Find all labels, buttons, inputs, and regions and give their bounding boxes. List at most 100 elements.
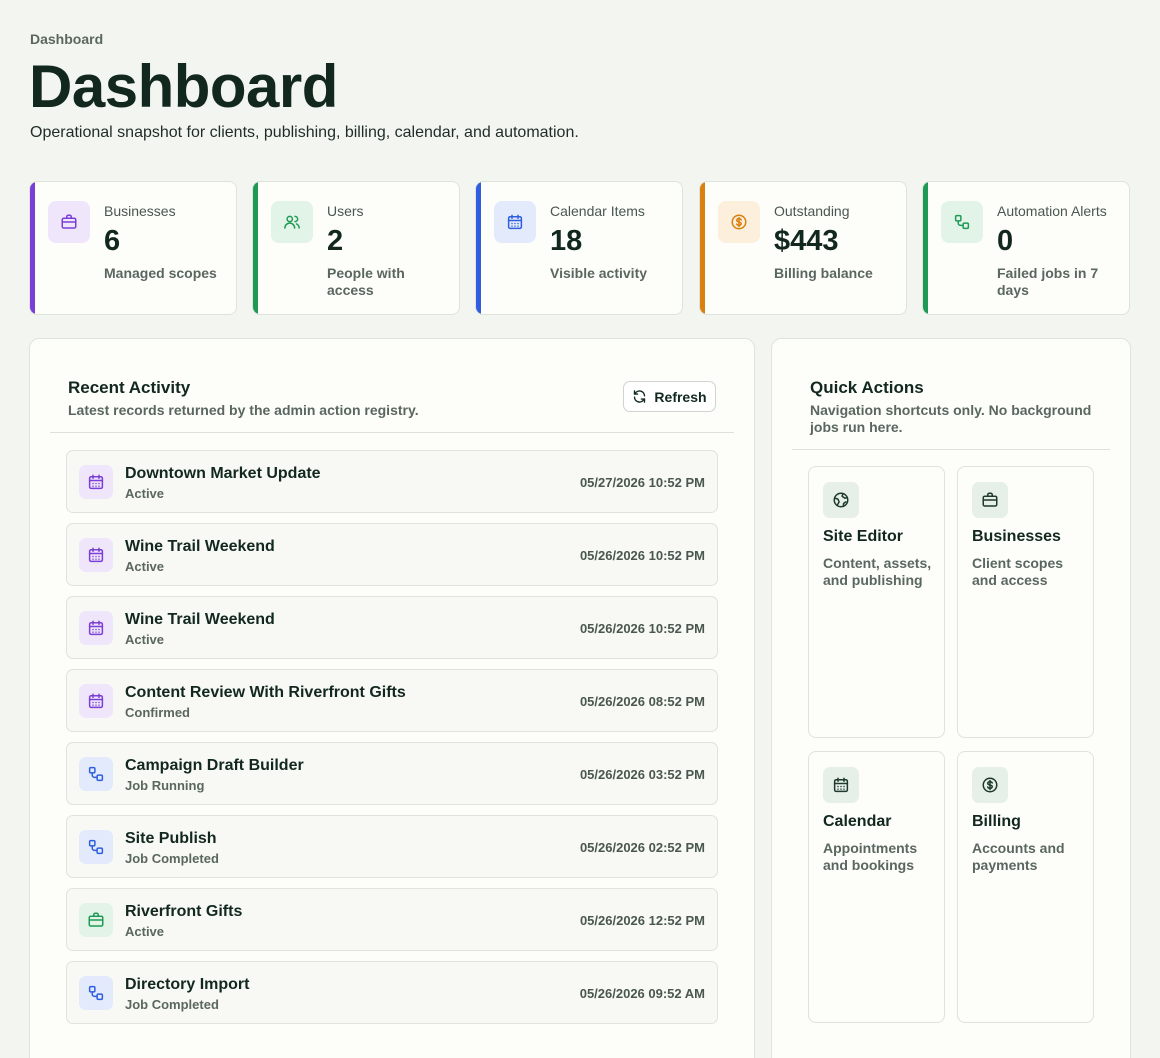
quick-action-title: Site Editor: [823, 528, 904, 545]
recent-activity-panel: Recent Activity Latest records returned …: [29, 338, 755, 1058]
stat-value: 0: [997, 225, 1014, 257]
activity-title: Riverfront Gifts: [125, 903, 243, 920]
quick-actions-subtitle: Navigation shortcuts only. No background…: [810, 402, 1092, 435]
stat-description: Managed scopes: [104, 265, 217, 281]
stat-card-calendar-items: Calendar Items 18 Visible activity: [475, 181, 683, 315]
users-icon: [271, 201, 313, 243]
stat-description: Failed jobs in 7 days: [997, 265, 1099, 298]
activity-row[interactable]: Riverfront Gifts Active 05/26/2026 12:52…: [66, 888, 718, 951]
recent-activity-title: Recent Activity: [68, 378, 191, 397]
stat-card-outstanding: Outstanding $443 Billing balance: [699, 181, 907, 315]
activity-title: Directory Import: [125, 976, 250, 993]
activity-timestamp: 05/26/2026 02:52 PM: [579, 840, 705, 855]
stat-accent-bar: [30, 182, 35, 314]
briefcase-icon: [972, 482, 1008, 518]
refresh-icon: [632, 389, 647, 404]
briefcase-icon: [48, 201, 90, 243]
quick-action-businesses[interactable]: Businesses Client scopes and access: [957, 466, 1094, 738]
stat-label: Automation Alerts: [997, 203, 1107, 219]
activity-timestamp: 05/26/2026 08:52 PM: [579, 694, 705, 709]
activity-status: Confirmed: [125, 705, 190, 720]
workflow-icon: [79, 757, 113, 791]
stat-card-businesses: Businesses 6 Managed scopes: [29, 181, 237, 315]
activity-status: Active: [125, 632, 165, 647]
quick-action-description: Content, assets, and publishing: [823, 555, 932, 588]
stat-value: $443: [774, 225, 839, 257]
stat-value: 18: [550, 225, 583, 257]
globe-icon: [823, 482, 859, 518]
quick-action-calendar[interactable]: Calendar Appointments and bookings: [808, 751, 945, 1023]
stat-label: Businesses: [104, 203, 176, 219]
activity-title: Campaign Draft Builder: [125, 757, 304, 774]
quick-action-site-editor[interactable]: Site Editor Content, assets, and publish…: [808, 466, 945, 738]
activity-row[interactable]: Downtown Market Update Active 05/27/2026…: [66, 450, 718, 513]
stat-accent-bar: [700, 182, 705, 314]
activity-title: Downtown Market Update: [125, 465, 321, 482]
activity-status: Job Completed: [125, 851, 219, 866]
refresh-label: Refresh: [654, 388, 707, 405]
activity-title: Site Publish: [125, 830, 217, 847]
stat-description: Visible activity: [550, 265, 648, 281]
page-subtitle: Operational snapshot for clients, publis…: [30, 124, 579, 141]
activity-row[interactable]: Campaign Draft Builder Job Running 05/26…: [66, 742, 718, 805]
stat-label: Outstanding: [774, 203, 850, 219]
refresh-button[interactable]: Refresh: [623, 381, 716, 412]
activity-title: Content Review With Riverfront Gifts: [125, 684, 406, 701]
quick-action-description: Accounts and payments: [972, 840, 1065, 873]
activity-timestamp: 05/26/2026 10:52 PM: [579, 621, 705, 636]
activity-timestamp: 05/27/2026 10:52 PM: [579, 475, 705, 490]
stat-label: Calendar Items: [550, 203, 645, 219]
stat-accent-bar: [923, 182, 928, 314]
quick-actions-divider: [792, 449, 1110, 450]
workflow-icon: [79, 830, 113, 864]
calendar-icon: [494, 201, 536, 243]
calendar-icon: [79, 684, 113, 718]
calendar-icon: [79, 465, 113, 499]
activity-timestamp: 05/26/2026 12:52 PM: [579, 913, 705, 928]
stat-description: People with access: [327, 265, 405, 298]
calendar-icon: [79, 538, 113, 572]
activity-timestamp: 05/26/2026 09:52 AM: [579, 986, 705, 1001]
stat-label: Users: [327, 203, 364, 219]
recent-activity-subtitle: Latest records returned by the admin act…: [68, 402, 419, 418]
quick-action-title: Billing: [972, 813, 1021, 830]
activity-row[interactable]: Directory Import Job Completed 05/26/202…: [66, 961, 718, 1024]
stat-accent-bar: [476, 182, 481, 314]
activity-row[interactable]: Site Publish Job Completed 05/26/2026 02…: [66, 815, 718, 878]
activity-status: Active: [125, 559, 165, 574]
page-title: Dashboard: [29, 53, 338, 120]
activity-title: Wine Trail Weekend: [125, 611, 275, 628]
dollar-icon: [972, 767, 1008, 803]
activity-timestamp: 05/26/2026 10:52 PM: [579, 548, 705, 563]
activity-timestamp: 05/26/2026 03:52 PM: [579, 767, 705, 782]
quick-actions-panel: Quick Actions Navigation shortcuts only.…: [771, 338, 1131, 1058]
stat-value: 2: [327, 225, 344, 257]
calendar-icon: [823, 767, 859, 803]
workflow-icon: [79, 976, 113, 1010]
quick-action-title: Businesses: [972, 528, 1061, 545]
stat-card-users: Users 2 People with access: [252, 181, 460, 315]
breadcrumb[interactable]: Dashboard: [30, 31, 104, 47]
stat-accent-bar: [253, 182, 258, 314]
quick-actions-title: Quick Actions: [810, 378, 924, 397]
activity-status: Active: [125, 924, 165, 939]
activity-title: Wine Trail Weekend: [125, 538, 275, 555]
briefcase-icon: [79, 903, 113, 937]
workflow-icon: [941, 201, 983, 243]
calendar-icon: [79, 611, 113, 645]
stat-card-automation-alerts: Automation Alerts 0 Failed jobs in 7 day…: [922, 181, 1130, 315]
quick-action-billing[interactable]: Billing Accounts and payments: [957, 751, 1094, 1023]
activity-status: Job Running: [125, 778, 205, 793]
quick-action-title: Calendar: [823, 813, 892, 830]
stat-description: Billing balance: [774, 265, 873, 281]
activity-status: Job Completed: [125, 997, 219, 1012]
activity-row[interactable]: Wine Trail Weekend Active 05/26/2026 10:…: [66, 596, 718, 659]
quick-action-description: Client scopes and access: [972, 555, 1064, 588]
activity-row[interactable]: Wine Trail Weekend Active 05/26/2026 10:…: [66, 523, 718, 586]
dollar-icon: [718, 201, 760, 243]
activity-status: Active: [125, 486, 165, 501]
activity-row[interactable]: Content Review With Riverfront Gifts Con…: [66, 669, 718, 732]
activity-divider: [50, 432, 734, 433]
stat-value: 6: [104, 225, 121, 257]
quick-action-description: Appointments and bookings: [823, 840, 918, 873]
